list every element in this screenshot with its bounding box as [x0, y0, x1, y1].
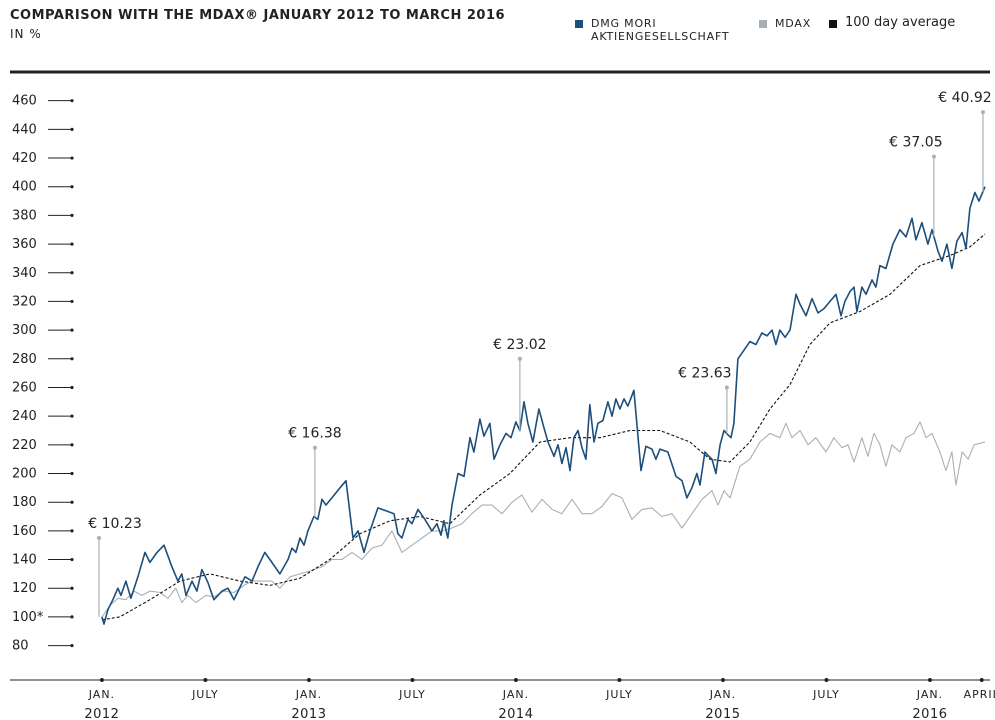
chart-title: COMPARISON WITH THE MDAX® JANUARY 2012 T… [10, 8, 506, 23]
x-tick [203, 678, 208, 682]
header: COMPARISON WITH THE MDAX® JANUARY 2012 T… [10, 8, 505, 41]
x-tick-label: JAN. [709, 688, 736, 701]
annotation-dot [980, 110, 985, 115]
x-year-label: 2012 [84, 707, 119, 720]
y-tick-label: 380 [12, 208, 37, 223]
x-tick-label: JAN. [295, 688, 322, 701]
annotation-label: € 37.05 [889, 135, 942, 151]
series-line [101, 233, 986, 621]
y-tick-dot [70, 586, 74, 590]
y-tick-label: 400 [12, 180, 37, 195]
annotation-dot [312, 445, 317, 450]
annotation-dot [931, 154, 936, 159]
annotation-label: € 16.38 [288, 426, 341, 442]
y-tick-dot [70, 213, 74, 217]
legend-swatch [759, 20, 767, 28]
y-tick-dot [70, 127, 74, 131]
y-tick-label: 120 [12, 581, 37, 596]
annotation-dot [97, 536, 102, 541]
y-tick-label: 160 [12, 524, 37, 539]
y-tick-dot [70, 299, 74, 304]
y-tick-label: 80 [12, 639, 29, 654]
y-tick-dot [70, 414, 74, 418]
chart-subtitle: IN % [10, 27, 42, 41]
y-tick-label: 100* [12, 610, 44, 625]
annotation-label: € 10.23 [88, 516, 141, 532]
annotation-dot [517, 356, 522, 361]
y-tick-dot [70, 242, 74, 246]
y-tick-label: 300 [12, 323, 37, 338]
x-tick-label: JULY [398, 688, 426, 701]
x-year-label: 2015 [705, 707, 740, 720]
x-tick-label: JAN. [88, 688, 115, 701]
y-tick-label: 440 [12, 122, 37, 137]
y-tick-label: 140 [12, 553, 37, 568]
legend-label: MDAX [775, 17, 812, 30]
legend-item: MDAX [759, 17, 811, 43]
x-tick [306, 678, 311, 682]
y-tick-label: 220 [12, 438, 37, 453]
legend-swatch [575, 20, 583, 28]
y-tick-label: 240 [12, 409, 37, 424]
series-line [101, 421, 986, 618]
x-year-label: 2014 [498, 707, 533, 720]
y-tick-label: 420 [12, 151, 37, 166]
y-tick-dot [70, 99, 74, 103]
y-tick-label: 360 [12, 237, 37, 252]
x-tick [824, 678, 829, 682]
y-tick-label: 320 [12, 294, 37, 309]
legend: DMG MORI AKTIENGESELLSCHAFT MDAX 100 day… [575, 15, 956, 43]
x-tick [979, 678, 984, 682]
x-year-label: 2013 [291, 707, 326, 720]
legend-item: 100 day average [829, 15, 956, 43]
x-tick-label: JAN. [916, 688, 943, 701]
y-tick-label: 460 [12, 94, 37, 109]
x-tick-label: JAN. [502, 688, 529, 701]
x-tick [617, 678, 622, 682]
x-tick [513, 678, 518, 682]
y-tick-dot [70, 557, 74, 562]
annotation-label: € 23.02 [493, 337, 546, 353]
legend-label: 100 day average [845, 15, 956, 30]
y-tick-dot [70, 471, 74, 476]
annotation-label: € 23.63 [678, 365, 731, 381]
x-tick [410, 678, 415, 682]
y-tick-dot [70, 443, 74, 447]
y-tick-label: 260 [12, 380, 37, 395]
y-tick-dot [70, 271, 74, 275]
y-tick-dot [70, 185, 74, 189]
y-tick-label: 200 [12, 467, 37, 482]
y-tick-dot [70, 328, 74, 332]
legend-swatch [829, 20, 838, 28]
x-tick [99, 678, 104, 682]
x-tick-label: JULY [191, 688, 219, 701]
y-tick-dot [70, 156, 74, 160]
y-tick-dot [70, 615, 74, 619]
legend-label: DMG MORI AKTIENGESELLSCHAFT [591, 17, 730, 43]
y-tick-label: 280 [12, 352, 37, 367]
x-tick [927, 678, 932, 682]
legend-item: DMG MORI AKTIENGESELLSCHAFT [575, 17, 741, 43]
y-tick-dot [70, 643, 74, 648]
annotation-label: € 40.92 [938, 90, 991, 106]
x-tick-label: APRIL [964, 688, 995, 701]
y-tick-dot [70, 357, 74, 361]
x-tick [720, 678, 725, 682]
x-year-label: 2016 [912, 707, 947, 720]
annotation-dot [724, 385, 729, 390]
y-tick-label: 180 [12, 495, 37, 510]
y-tick-label: 340 [12, 266, 37, 281]
series-line [101, 186, 986, 625]
x-tick-label: JULY [605, 688, 633, 701]
y-tick-dot [70, 385, 74, 390]
y-tick-dot [70, 500, 74, 504]
x-tick-label: JULY [812, 688, 840, 701]
y-tick-dot [70, 529, 74, 533]
